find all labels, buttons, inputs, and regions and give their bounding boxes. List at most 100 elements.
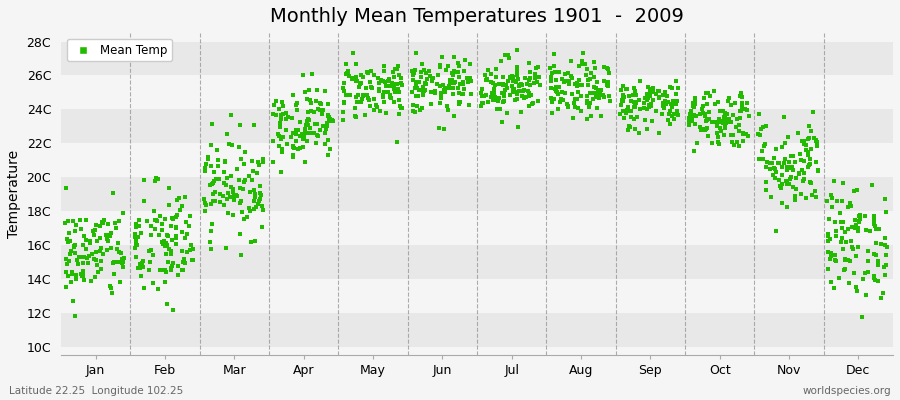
- Point: [68, 228, 83, 235]
- Point: [858, 270, 872, 276]
- Point: [867, 221, 881, 227]
- Point: [717, 117, 732, 123]
- Point: [169, 225, 184, 231]
- Point: [323, 116, 338, 123]
- Point: [104, 230, 118, 236]
- Point: [61, 273, 76, 279]
- Point: [870, 278, 885, 284]
- Point: [821, 238, 835, 244]
- Point: [871, 258, 886, 264]
- Point: [701, 90, 716, 96]
- Point: [771, 177, 786, 184]
- Point: [374, 77, 389, 83]
- Point: [286, 154, 301, 160]
- Point: [801, 136, 815, 142]
- Point: [590, 91, 605, 97]
- Point: [313, 100, 328, 107]
- Point: [346, 75, 360, 82]
- Point: [828, 219, 842, 225]
- Point: [734, 100, 749, 106]
- Point: [303, 100, 318, 106]
- Point: [220, 130, 234, 137]
- Point: [267, 102, 282, 109]
- Point: [496, 81, 510, 87]
- Point: [95, 220, 110, 226]
- Point: [242, 188, 256, 195]
- Point: [184, 213, 198, 219]
- Point: [255, 203, 269, 209]
- Point: [523, 68, 537, 75]
- Point: [484, 79, 499, 85]
- Point: [714, 128, 728, 134]
- Point: [409, 81, 423, 87]
- Point: [388, 66, 402, 72]
- Point: [615, 98, 629, 104]
- Point: [247, 205, 261, 212]
- Point: [641, 84, 655, 90]
- Point: [586, 96, 600, 102]
- Point: [89, 222, 104, 228]
- Point: [652, 94, 666, 100]
- Point: [236, 186, 250, 192]
- Point: [529, 65, 544, 71]
- Point: [740, 107, 754, 113]
- Point: [759, 186, 773, 193]
- Point: [768, 155, 782, 161]
- Point: [63, 250, 77, 257]
- Point: [499, 51, 513, 58]
- Point: [143, 246, 157, 253]
- Point: [681, 115, 696, 121]
- Point: [411, 78, 426, 85]
- Point: [835, 235, 850, 242]
- Point: [546, 62, 561, 69]
- Point: [286, 144, 301, 150]
- Bar: [61, 279, 893, 313]
- Point: [337, 99, 351, 106]
- Point: [510, 72, 525, 78]
- Point: [622, 108, 636, 114]
- Point: [415, 105, 429, 112]
- Point: [439, 67, 454, 74]
- Point: [580, 98, 595, 104]
- Point: [867, 251, 881, 257]
- Point: [248, 122, 262, 128]
- Point: [833, 218, 848, 225]
- Point: [713, 118, 727, 124]
- Point: [592, 90, 607, 96]
- Point: [74, 271, 88, 278]
- Point: [179, 231, 194, 237]
- Point: [481, 99, 495, 105]
- Point: [341, 71, 356, 78]
- Point: [524, 92, 538, 98]
- Point: [823, 256, 837, 262]
- Point: [491, 95, 506, 102]
- Point: [841, 226, 855, 232]
- Point: [245, 177, 259, 183]
- Point: [587, 90, 601, 96]
- Point: [89, 257, 104, 264]
- Point: [410, 78, 424, 85]
- Point: [445, 70, 459, 76]
- Point: [582, 100, 597, 107]
- Point: [431, 72, 446, 78]
- Point: [409, 93, 423, 100]
- Point: [600, 83, 615, 90]
- Point: [201, 154, 215, 161]
- Point: [164, 248, 178, 254]
- Point: [320, 112, 335, 119]
- Point: [718, 115, 733, 121]
- Point: [130, 242, 144, 248]
- Point: [137, 177, 151, 183]
- Point: [803, 161, 817, 168]
- Point: [447, 68, 462, 74]
- Point: [839, 238, 853, 245]
- Point: [98, 232, 112, 238]
- Point: [712, 116, 726, 123]
- Point: [874, 241, 888, 247]
- Point: [626, 104, 641, 110]
- Point: [601, 66, 616, 72]
- Point: [300, 122, 314, 128]
- Point: [256, 207, 270, 214]
- Point: [346, 50, 360, 56]
- Point: [616, 92, 630, 98]
